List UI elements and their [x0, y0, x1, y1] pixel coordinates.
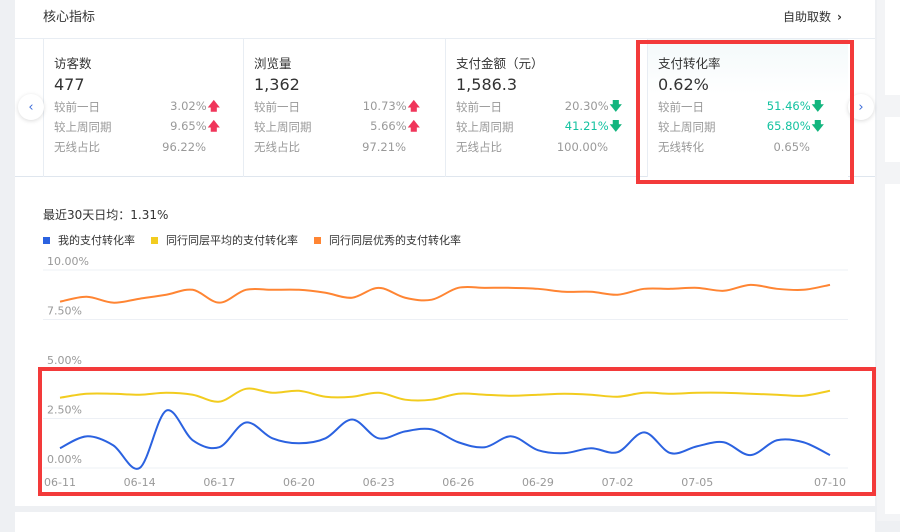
- metric-row-value: 65.80%: [766, 118, 811, 133]
- metric-row: 无线占比 96.22%: [54, 137, 234, 157]
- arrow-down-icon: 🡇: [811, 118, 824, 133]
- legend-swatch: [43, 236, 50, 244]
- thirty-day-average: 最近30天日均：1.31%: [43, 208, 169, 222]
- legend-item[interactable]: 同行同层优秀的支付转化率: [314, 232, 461, 248]
- arrow-up-icon: 🡅: [207, 118, 220, 133]
- series-line: [59, 387, 831, 403]
- metric-row-label: 较前一日: [456, 100, 502, 114]
- y-tick-label: 10.00%: [47, 255, 89, 268]
- x-tick-label: 07-05: [681, 476, 713, 489]
- metric-row: 无线占比 97.21%: [254, 137, 434, 157]
- legend-swatch: [151, 236, 158, 244]
- arrow-down-icon: 🡇: [811, 98, 824, 113]
- metric-row-label: 无线占比: [456, 140, 502, 154]
- metric-row-value: 20.30%: [564, 98, 609, 113]
- legend-swatch: [314, 236, 321, 244]
- right-panel-box: [885, 184, 900, 514]
- series-line: [59, 409, 831, 470]
- metric-row-label: 较上周同期: [54, 120, 112, 134]
- self-service-link[interactable]: 自助取数 ›: [783, 8, 842, 25]
- metric-row-value: 0.65%: [773, 140, 810, 154]
- metric-value: 1,586.3: [456, 75, 518, 94]
- legend-item[interactable]: 我的支付转化率: [43, 232, 135, 248]
- prev-button[interactable]: ‹: [18, 94, 44, 120]
- metric-row-label: 较前一日: [54, 100, 100, 114]
- metric-row: 较前一日 51.46%🡇: [658, 97, 838, 117]
- metric-row-label: 较上周同期: [456, 120, 514, 134]
- metric-row: 较上周同期 65.80%🡇: [658, 117, 838, 137]
- metric-card[interactable]: 支付金额（元） 1,586.3 较前一日 20.30%🡇 较上周同期 41.21%🡇 无线…: [445, 39, 646, 177]
- y-tick-label: 5.00%: [47, 354, 82, 367]
- metric-row-value: 9.65%: [170, 118, 207, 133]
- x-tick-label: 07-02: [602, 476, 634, 489]
- metric-row-value: 3.02%: [170, 98, 207, 113]
- metric-name: 支付金额（元）: [456, 56, 544, 71]
- chevron-right-icon: ›: [858, 99, 864, 115]
- metric-card[interactable]: 浏览量 1,362 较前一日 10.73%🡅 较上周同期 5.66%🡅 无线占比 97.21…: [243, 39, 444, 177]
- section-title: 核心指标: [43, 10, 96, 25]
- arrow-up-icon: 🡅: [207, 98, 220, 113]
- x-tick-label: 07-10: [814, 476, 846, 489]
- metric-row-value: 96.22%: [162, 140, 206, 154]
- self-service-label: 自助取数: [783, 10, 832, 24]
- arrow-down-icon: 🡇: [609, 98, 622, 113]
- x-tick-label: 06-23: [363, 476, 395, 489]
- metric-row-value: 100.00%: [556, 140, 608, 154]
- metric-row-value: 5.66%: [370, 118, 407, 133]
- metric-name: 访客数: [54, 56, 92, 71]
- metric-row-label: 较上周同期: [658, 120, 716, 134]
- x-tick-label: 06-26: [442, 476, 474, 489]
- metric-value: 1,362: [254, 75, 300, 94]
- metric-row: 无线转化 0.65%: [658, 137, 838, 157]
- metric-row-value: 51.46%: [766, 98, 811, 113]
- metric-row: 无线占比 100.00%: [456, 137, 636, 157]
- metric-row: 较前一日 20.30%🡇: [456, 97, 636, 117]
- metric-name: 浏览量: [254, 56, 292, 71]
- metric-card[interactable]: 访客数 477 较前一日 3.02%🡅 较上周同期 9.65%🡅 无线占比 96.22%: [43, 39, 244, 177]
- y-tick-label: 0.00%: [47, 453, 82, 466]
- metric-row-label: 较上周同期: [254, 120, 312, 134]
- legend-label: 同行同层平均的支付转化率: [166, 234, 298, 247]
- chevron-right-icon: ›: [837, 10, 842, 24]
- metric-row: 较前一日 3.02%🡅: [54, 97, 234, 117]
- metric-row-value: 41.21%: [564, 118, 609, 133]
- series-line: [59, 283, 831, 304]
- metric-value: 477: [54, 75, 85, 94]
- x-tick-label: 06-17: [203, 476, 235, 489]
- chart-legend: 我的支付转化率 同行同层平均的支付转化率 同行同层优秀的支付转化率: [43, 232, 461, 248]
- x-tick-label: 06-29: [522, 476, 554, 489]
- metric-row-label: 较前一日: [254, 100, 300, 114]
- arrow-up-icon: 🡅: [407, 118, 420, 133]
- metric-row: 较前一日 10.73%🡅: [254, 97, 434, 117]
- x-tick-label: 06-20: [283, 476, 315, 489]
- arrow-down-icon: 🡇: [609, 118, 622, 133]
- metric-row-label: 无线占比: [254, 140, 300, 154]
- metrics-row: 访客数 477 较前一日 3.02%🡅 较上周同期 9.65%🡅 无线占比 96.22% 浏览…: [15, 38, 875, 177]
- metric-row-value: 10.73%: [362, 98, 407, 113]
- metric-name: 支付转化率: [658, 56, 721, 71]
- right-panel-box: [885, 0, 900, 95]
- chevron-left-icon: ‹: [28, 99, 34, 115]
- metric-row: 较上周同期 9.65%🡅: [54, 117, 234, 137]
- legend-label: 同行同层优秀的支付转化率: [329, 234, 461, 247]
- arrow-up-icon: 🡅: [407, 98, 420, 113]
- metric-card[interactable]: 支付转化率 0.62% 较前一日 51.46%🡇 较上周同期 65.80%🡇 无线转化 0.…: [647, 39, 848, 177]
- metric-row-label: 较前一日: [658, 100, 704, 114]
- metric-row-label: 无线占比: [54, 140, 100, 154]
- metric-row-value: 97.21%: [362, 140, 406, 154]
- legend-item[interactable]: 同行同层平均的支付转化率: [151, 232, 298, 248]
- metric-row: 较上周同期 41.21%🡇: [456, 117, 636, 137]
- x-tick-label: 06-11: [44, 476, 76, 489]
- right-panel-box: [885, 117, 900, 162]
- y-tick-label: 7.50%: [47, 305, 82, 318]
- metric-row-label: 无线转化: [658, 140, 704, 154]
- legend-label: 我的支付转化率: [58, 234, 135, 247]
- metric-row: 较上周同期 5.66%🡅: [254, 117, 434, 137]
- metric-value: 0.62%: [658, 75, 709, 94]
- conversion-rate-chart: 0.00% 2.50% 5.00% 7.50% 10.00% 06-11 06-14 06-1…: [43, 255, 848, 489]
- y-tick-label: 2.50%: [47, 404, 82, 417]
- x-tick-label: 06-14: [124, 476, 156, 489]
